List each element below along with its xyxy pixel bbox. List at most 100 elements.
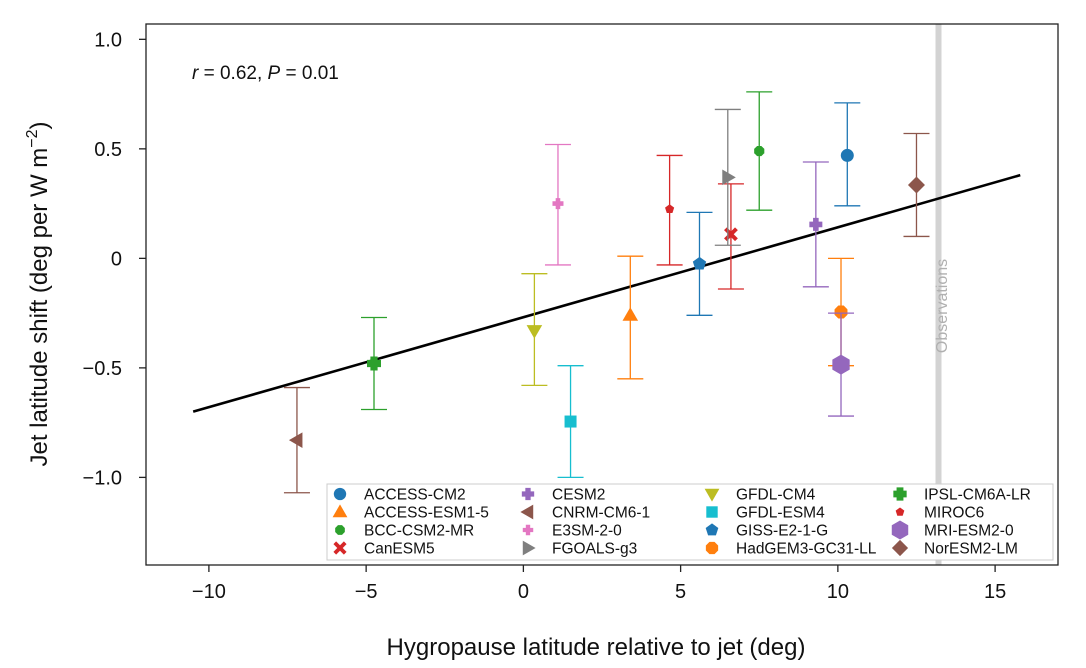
marker-giss-e2-1-g xyxy=(692,256,707,270)
legend-item-miroc6: MIROC6 xyxy=(895,505,984,522)
legend-label-hadgem3-gc31-ll: HadGEM3-GC31-LL xyxy=(736,541,877,558)
marker-bcc-csm2-mr xyxy=(754,145,765,157)
legend-marker-noresm2-lm xyxy=(891,539,909,557)
observations-label: Observations xyxy=(934,259,951,353)
legend: ACCESS-CM2ACCESS-ESM1-5BCC-CSM2-MRCanESM… xyxy=(326,483,1054,561)
marker-ipsl-cm6a-lr xyxy=(367,356,381,371)
model-point-ipsl-cm6a-lr xyxy=(361,316,387,411)
marker-hadgem3-gc31-ll xyxy=(834,305,848,319)
marker-miroc6 xyxy=(665,204,675,213)
legend-label-mri-esm2-0: MRI-ESM2-0 xyxy=(924,523,1014,540)
legend-label-giss-e2-1-g: GISS-E2-1-G xyxy=(736,523,828,540)
x-tick-label: 5 xyxy=(675,581,686,603)
regression-line xyxy=(192,173,1021,413)
y-axis-title-end: ) xyxy=(26,121,53,129)
legend-marker-ipsl-cm6a-lr xyxy=(893,487,907,501)
legend-marker-canesm5 xyxy=(333,541,347,555)
legend-item-giss-e2-1-g: GISS-E2-1-G xyxy=(705,523,828,540)
legend-item-hadgem3-gc31-ll: HadGEM3-GC31-LL xyxy=(705,541,877,558)
x-tick-label: −5 xyxy=(355,581,378,603)
legend-item-noresm2-lm: NorESM2-LM xyxy=(891,539,1018,558)
marker-e3sm-2-0 xyxy=(552,198,564,210)
legend-marker-fgoals-g3 xyxy=(522,540,536,556)
legend-label-bcc-csm2-mr: BCC-CSM2-MR xyxy=(364,523,474,540)
legend-label-gfdl-cm4: GFDL-CM4 xyxy=(736,487,816,504)
model-point-cesm2 xyxy=(802,161,829,288)
y-tick-label: 0.5 xyxy=(94,139,122,161)
model-point-e3sm-2-0 xyxy=(544,143,571,266)
marker-access-cm2 xyxy=(840,148,854,162)
legend-label-access-cm2: ACCESS-CM2 xyxy=(364,487,466,504)
legend-marker-gfdl-esm4 xyxy=(706,506,718,518)
legend-marker-miroc6 xyxy=(895,507,905,516)
plot-frame xyxy=(145,23,1059,566)
marker-cesm2 xyxy=(809,217,823,231)
legend-label-miroc6: MIROC6 xyxy=(924,505,984,522)
y-axis-title-main: Jet latitude shift (deg per W m xyxy=(26,148,53,467)
model-point-access-esm1-5 xyxy=(617,255,644,380)
model-point-mri-esm2-0 xyxy=(828,312,855,417)
marker-gfdl-cm4 xyxy=(526,325,543,339)
legend-label-ipsl-cm6a-lr: IPSL-CM6A-LR xyxy=(924,487,1031,504)
legend-marker-gfdl-cm4 xyxy=(704,488,720,502)
model-point-bcc-csm2-mr xyxy=(746,91,773,211)
y-tick-label: −0.5 xyxy=(83,358,122,380)
model-point-giss-e2-1-g xyxy=(686,211,713,316)
legend-item-cnrm-cm6-1: CNRM-CM6-1 xyxy=(520,505,650,522)
r-symbol: r xyxy=(192,63,199,84)
legend-item-gfdl-cm4: GFDL-CM4 xyxy=(704,487,816,504)
legend-item-gfdl-esm4: GFDL-ESM4 xyxy=(706,505,825,522)
legend-marker-mri-esm2-0 xyxy=(891,520,909,540)
y-tick-label: 0 xyxy=(111,248,122,270)
legend-item-cesm2: CESM2 xyxy=(521,487,605,504)
model-point-gfdl-cm4 xyxy=(521,273,548,387)
marker-mri-esm2-0 xyxy=(832,354,850,375)
marker-noresm2-lm xyxy=(907,176,925,194)
legend-item-access-esm1-5: ACCESS-ESM1-5 xyxy=(332,504,489,522)
legend-frame xyxy=(326,483,1054,561)
y-axis-title-sup: −2 xyxy=(24,129,41,147)
legend-label-fgoals-g3: FGOALS-g3 xyxy=(552,541,637,558)
model-point-cnrm-cm6-1 xyxy=(283,386,310,494)
model-point-access-cm2 xyxy=(834,102,861,207)
y-axis-title: Jet latitude shift (deg per W m−2) xyxy=(24,121,53,466)
legend-label-cesm2: CESM2 xyxy=(552,487,605,504)
legend-marker-bcc-csm2-mr xyxy=(335,525,345,535)
x-tick-label: −10 xyxy=(192,581,226,603)
marker-cnrm-cm6-1 xyxy=(288,432,303,448)
legend-marker-cesm2 xyxy=(521,487,535,501)
p-symbol: P xyxy=(268,63,281,84)
legend-label-gfdl-esm4: GFDL-ESM4 xyxy=(736,505,825,522)
legend-item-e3sm-2-0: E3SM-2-0 xyxy=(522,523,622,540)
legend-item-mri-esm2-0: MRI-ESM2-0 xyxy=(891,520,1014,540)
legend-marker-access-cm2 xyxy=(333,487,347,501)
legend-label-canesm5: CanESM5 xyxy=(364,541,435,558)
y-tick-label: −1.0 xyxy=(83,467,122,489)
legend-label-e3sm-2-0: E3SM-2-0 xyxy=(552,523,622,540)
p-value: = 0.01 xyxy=(280,63,339,84)
legend-item-ipsl-cm6a-lr: IPSL-CM6A-LR xyxy=(893,487,1031,504)
x-axis-title: Hygropause latitude relative to jet (deg… xyxy=(387,634,806,661)
x-tick-label: 0 xyxy=(518,581,529,603)
r-value: = 0.62, xyxy=(198,63,267,84)
legend-marker-access-esm1-5 xyxy=(332,504,348,518)
x-tick-label: 10 xyxy=(827,581,849,603)
legend-item-bcc-csm2-mr: BCC-CSM2-MR xyxy=(335,523,474,540)
legend-marker-hadgem3-gc31-ll xyxy=(705,541,719,555)
marker-fgoals-g3 xyxy=(722,169,736,186)
model-point-noresm2-lm xyxy=(903,132,930,238)
model-point-gfdl-esm4 xyxy=(557,365,584,479)
legend-label-noresm2-lm: NorESM2-LM xyxy=(924,541,1018,558)
legend-item-canesm5: CanESM5 xyxy=(333,541,435,558)
marker-access-esm1-5 xyxy=(622,307,639,321)
marker-gfdl-esm4 xyxy=(564,415,577,428)
model-point-fgoals-g3 xyxy=(714,108,741,246)
stats-annotation: r = 0.62, P = 0.01 xyxy=(192,63,339,84)
y-tick-label: 1.0 xyxy=(94,29,122,51)
legend-item-fgoals-g3: FGOALS-g3 xyxy=(522,540,637,558)
legend-marker-giss-e2-1-g xyxy=(705,523,719,536)
legend-marker-cnrm-cm6-1 xyxy=(520,504,534,520)
legend-marker-e3sm-2-0 xyxy=(522,524,534,536)
legend-item-access-cm2: ACCESS-CM2 xyxy=(333,487,466,504)
